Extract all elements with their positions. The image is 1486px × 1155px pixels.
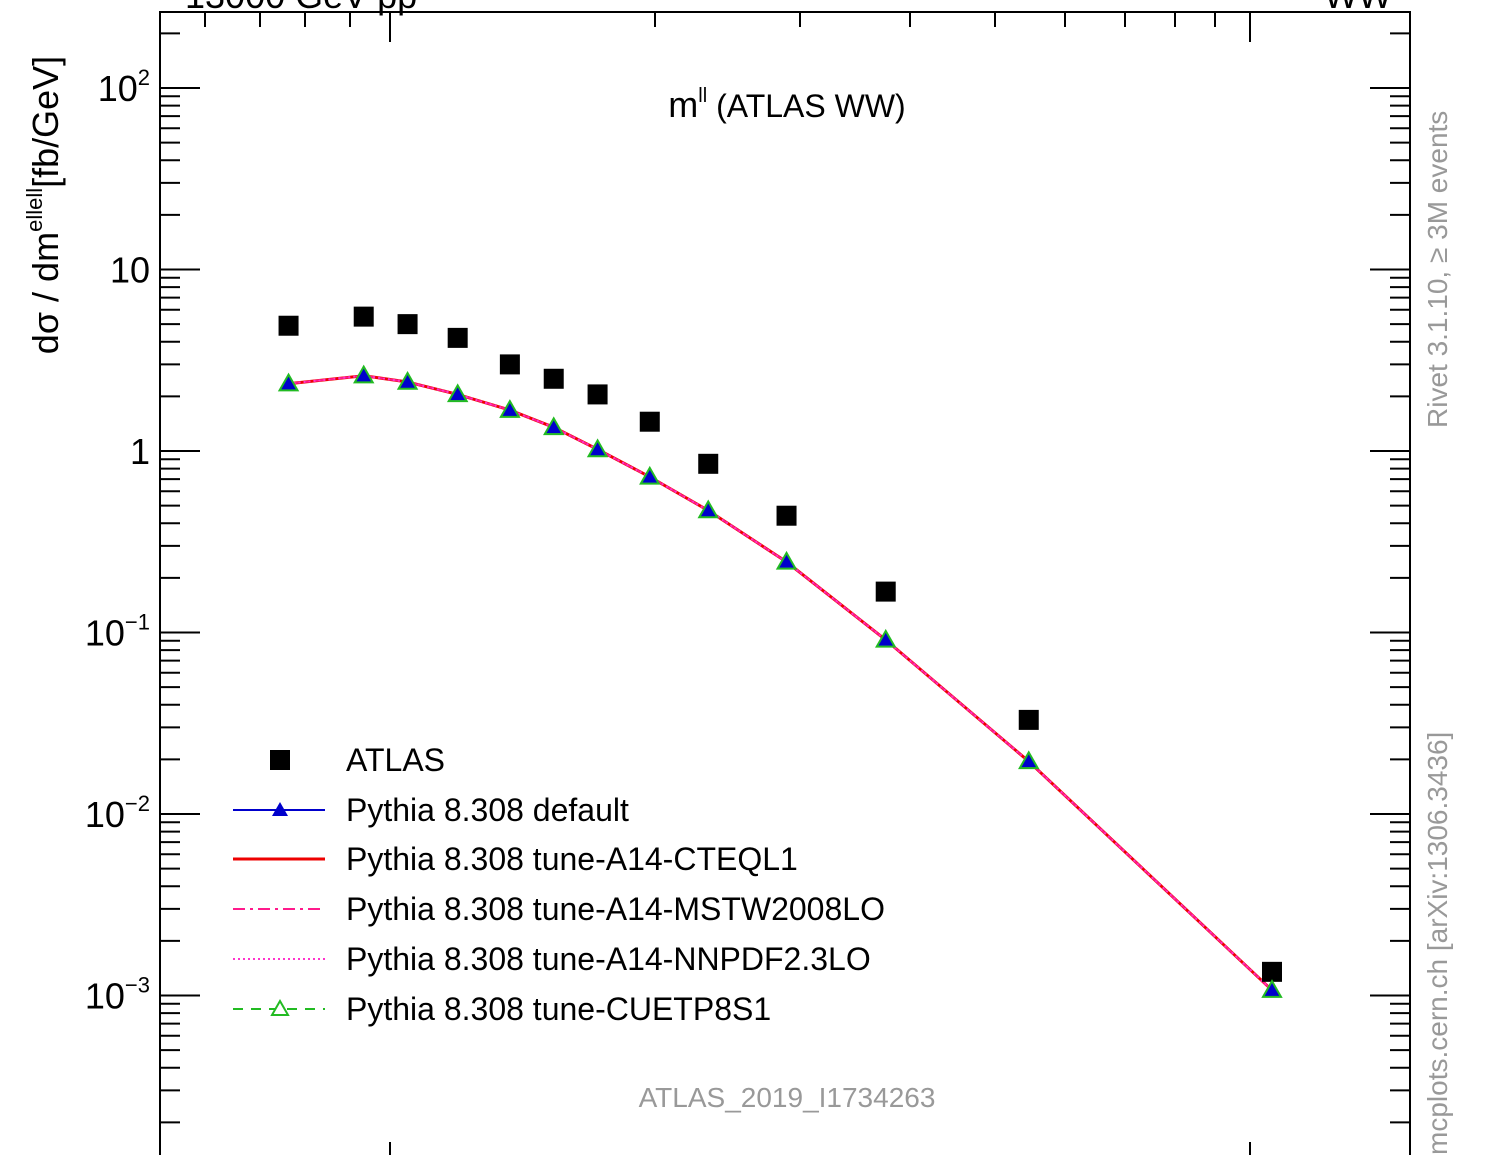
- legend-item: Pythia 8.308 default: [233, 792, 629, 828]
- y-tick-label-exp: −1: [125, 610, 150, 635]
- atlas-point: [543, 368, 564, 389]
- data-layer: [277, 306, 1283, 998]
- legend-item: Pythia 8.308 tune-A14-NNPDF2.3LO: [233, 941, 871, 977]
- y-axis-label: dσ / dmellell[fb/GeV]: [22, 56, 66, 354]
- y-tick-label-base: 10: [98, 68, 138, 109]
- header-left: 13000 GeV pp: [185, 0, 417, 16]
- chart-title-main: m: [668, 84, 698, 125]
- y-tick-label-base: 10: [85, 976, 125, 1017]
- pythia-default-point: [1264, 982, 1280, 997]
- y-axis-label-unit: [fb/GeV]: [25, 56, 66, 188]
- y-tick-label-base: 10: [85, 613, 125, 654]
- atlas-point: [776, 505, 797, 526]
- cuetp8s1-point: [1018, 750, 1040, 770]
- pythia-default-point: [449, 386, 466, 401]
- cuetp8s1-point: [352, 364, 375, 384]
- chart-title-suffix: (ATLAS WW): [707, 88, 906, 124]
- y-tick-label: 10−1: [85, 610, 150, 654]
- atlas-point: [698, 453, 719, 474]
- pythia-default-point: [589, 441, 606, 456]
- plot-frame: [159, 11, 1411, 1155]
- pythia-default-point: [399, 373, 416, 388]
- analysis-label: ATLAS_2019_I1734263: [639, 1082, 936, 1113]
- atlas-point: [397, 314, 418, 335]
- legend-item: Pythia 8.308 tune-CUETP8S1: [233, 991, 771, 1027]
- legend-marker: [272, 802, 288, 816]
- chart-title: mll (ATLAS WW): [668, 84, 905, 125]
- legend-label: Pythia 8.308 tune-A14-MSTW2008LO: [346, 891, 885, 927]
- cuetp8s1-point: [499, 399, 521, 418]
- pythia-default-point: [1020, 753, 1037, 768]
- legend-label: Pythia 8.308 tune-CUETP8S1: [346, 991, 771, 1027]
- cuetp8s1-point: [446, 383, 469, 403]
- atlas-point: [499, 354, 520, 375]
- y-tick-label: 1: [130, 431, 150, 472]
- cuetp8s1-point: [874, 628, 897, 648]
- y-tick-label-base: 1: [130, 431, 150, 472]
- cuetp8s1-point: [396, 370, 419, 390]
- legend-item: Pythia 8.308 tune-A14-CTEQL1: [233, 841, 798, 877]
- atlas-point: [447, 327, 468, 348]
- y-tick-label-base: 10: [85, 794, 125, 835]
- cuetp8s1-point: [543, 416, 565, 436]
- y-tick-label: 102: [98, 65, 150, 109]
- y-tick-label: 10−3: [85, 973, 150, 1017]
- atlas-point: [875, 581, 896, 602]
- atlas-point: [278, 315, 299, 336]
- atlas-point: [587, 384, 608, 405]
- atlas-point: [639, 411, 660, 432]
- header-right: WW: [1324, 0, 1392, 16]
- chart-title-sup: ll: [698, 85, 707, 107]
- cuetp8s1-point: [697, 499, 719, 519]
- legend-item: ATLAS: [270, 742, 445, 778]
- cuetp8s1-point: [775, 550, 798, 570]
- cuetp8s1-point: [277, 372, 300, 392]
- pythia-default-point: [778, 553, 795, 568]
- y-tick-label: 10−2: [85, 791, 150, 835]
- y-axis-label-main: dσ / dm: [25, 232, 66, 354]
- pythia-default-point: [641, 468, 658, 483]
- atlas-point: [1018, 709, 1039, 730]
- y-axis-label-sup: ellell: [22, 188, 47, 232]
- legend-label: Pythia 8.308 tune-A14-NNPDF2.3LO: [346, 941, 871, 977]
- pythia-default-point: [501, 402, 518, 417]
- atlas-point: [1262, 961, 1282, 982]
- cuetp8s1-point: [586, 438, 609, 458]
- legend-label: Pythia 8.308 default: [346, 792, 629, 828]
- axis-ticks: [160, 12, 1410, 1155]
- pythia-default-point: [355, 367, 372, 382]
- atlas-point: [353, 306, 374, 327]
- pythia-default-point: [545, 419, 562, 434]
- side-label-bottom: mcplots.cern.ch [arXiv:1306.3436]: [1422, 732, 1453, 1155]
- y-tick-label-exp: −3: [125, 973, 150, 998]
- legend-marker: [270, 998, 290, 1016]
- legend: ATLAS Pythia 8.308 default Pythia 8.308 tu…: [233, 742, 885, 1027]
- y-tick-label-base: 10: [110, 250, 150, 291]
- pythia-default-point: [280, 375, 297, 390]
- legend-label: Pythia 8.308 tune-A14-CTEQL1: [346, 841, 798, 877]
- legend-label: ATLAS: [346, 742, 445, 778]
- pythia-default-point: [700, 502, 717, 517]
- y-tick-label: 10: [110, 250, 150, 291]
- y-tick-label-exp: 2: [138, 65, 150, 90]
- legend-marker: [270, 750, 290, 770]
- side-label-top: Rivet 3.1.10, ≥ 3M events: [1422, 111, 1453, 428]
- legend-item: Pythia 8.308 tune-A14-MSTW2008LO: [233, 891, 885, 927]
- cuetp8s1-point: [1261, 979, 1283, 998]
- pythia-default-point: [877, 631, 894, 646]
- y-tick-label-exp: −2: [125, 791, 150, 816]
- cuetp8s1-point: [639, 465, 661, 485]
